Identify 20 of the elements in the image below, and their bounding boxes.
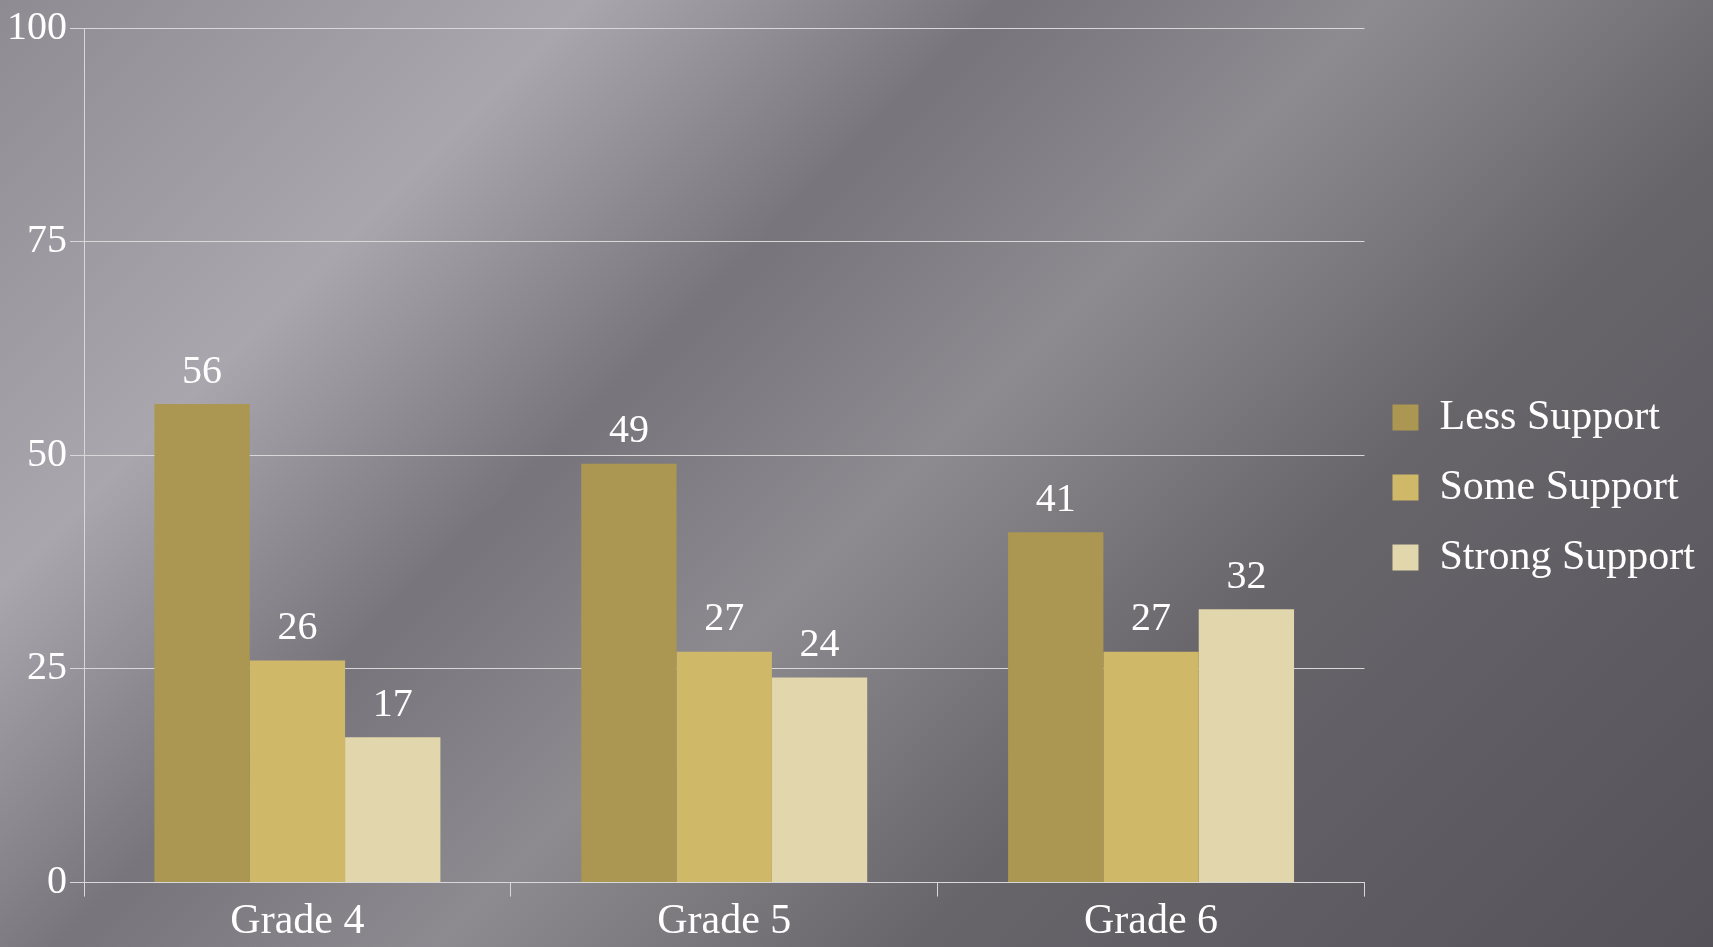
legend-label: Less Support (1439, 391, 1661, 438)
x-tick-label: Grade 4 (230, 895, 365, 942)
legend-label: Strong Support (1439, 531, 1696, 578)
data-label: 27 (1131, 594, 1172, 640)
data-label: 49 (608, 406, 649, 452)
data-label: 26 (277, 602, 318, 648)
legend-label: Some Support (1439, 461, 1679, 508)
y-tick-label: 100 (7, 2, 67, 48)
y-tick-label: 50 (27, 429, 67, 475)
x-tick-label: Grade 6 (1084, 895, 1219, 942)
data-label: 17 (372, 679, 413, 725)
data-label: 56 (182, 346, 223, 392)
x-tick-label: Grade 5 (657, 895, 792, 942)
data-label: 41 (1035, 474, 1076, 520)
y-tick-label: 0 (47, 857, 67, 903)
y-tick-label: 75 (27, 216, 67, 262)
data-label: 24 (799, 620, 840, 665)
data-label: 27 (704, 594, 745, 640)
data-label: 32 (1226, 551, 1267, 597)
y-tick-label: 25 (27, 643, 67, 689)
